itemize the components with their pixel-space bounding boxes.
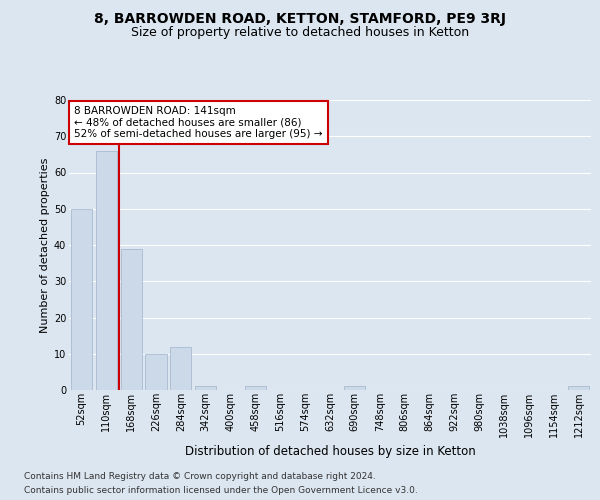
Bar [568, 386, 589, 390]
Bar [121, 248, 142, 390]
Text: 8, BARROWDEN ROAD, KETTON, STAMFORD, PE9 3RJ: 8, BARROWDEN ROAD, KETTON, STAMFORD, PE9… [94, 12, 506, 26]
Bar [145, 354, 167, 390]
Text: Size of property relative to detached houses in Ketton: Size of property relative to detached ho… [131, 26, 469, 39]
Bar [195, 386, 216, 390]
Text: 8 BARROWDEN ROAD: 141sqm
← 48% of detached houses are smaller (86)
52% of semi-d: 8 BARROWDEN ROAD: 141sqm ← 48% of detach… [74, 106, 323, 139]
Text: Contains public sector information licensed under the Open Government Licence v3: Contains public sector information licen… [24, 486, 418, 495]
Y-axis label: Number of detached properties: Number of detached properties [40, 158, 50, 332]
Bar [170, 346, 191, 390]
Bar [344, 386, 365, 390]
Bar [71, 209, 92, 390]
Bar [96, 151, 117, 390]
Bar [245, 386, 266, 390]
X-axis label: Distribution of detached houses by size in Ketton: Distribution of detached houses by size … [185, 445, 475, 458]
Text: Contains HM Land Registry data © Crown copyright and database right 2024.: Contains HM Land Registry data © Crown c… [24, 472, 376, 481]
